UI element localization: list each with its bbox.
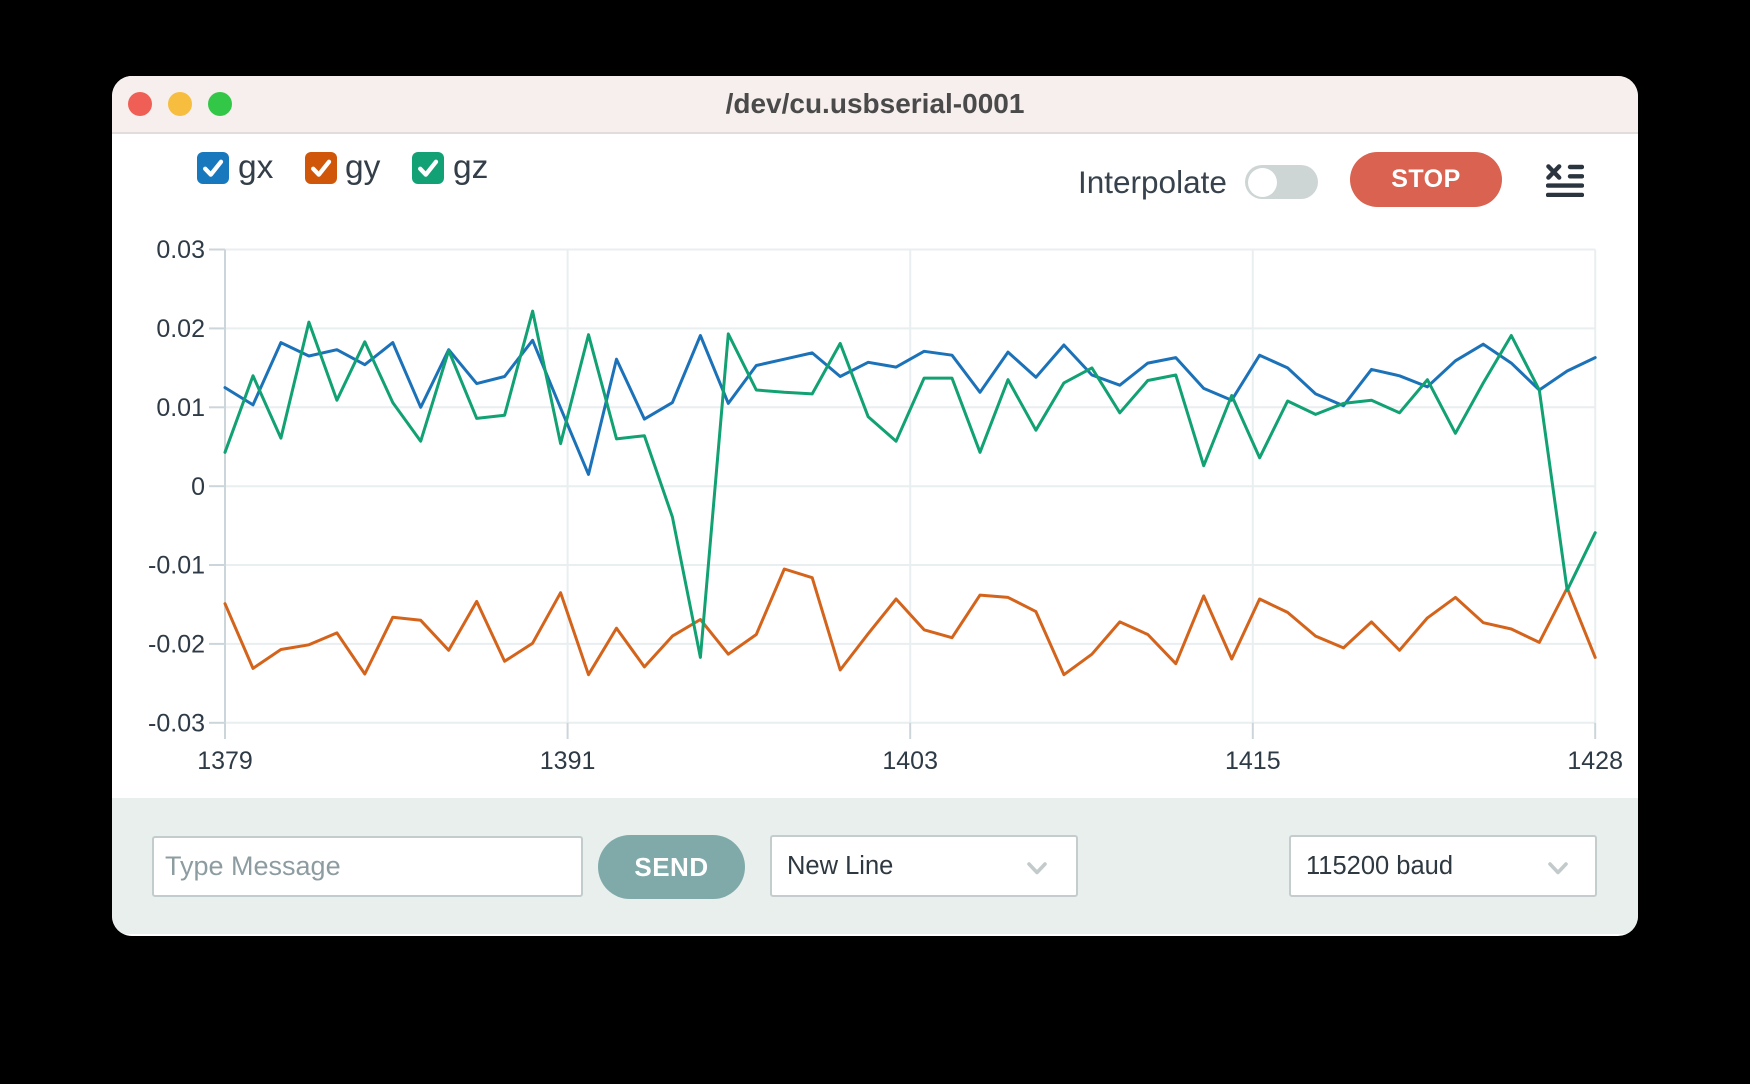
svg-text:1428: 1428 — [1567, 747, 1623, 775]
svg-text:0.02: 0.02 — [156, 315, 205, 343]
svg-text:-0.01: -0.01 — [148, 552, 205, 580]
svg-text:0: 0 — [191, 473, 205, 501]
svg-text:0.01: 0.01 — [156, 394, 205, 422]
svg-text:-0.03: -0.03 — [148, 710, 205, 738]
svg-text:0.03: 0.03 — [156, 236, 205, 264]
svg-text:-0.02: -0.02 — [148, 631, 205, 659]
svg-text:1415: 1415 — [1225, 747, 1281, 775]
svg-text:1403: 1403 — [882, 747, 938, 775]
svg-text:1391: 1391 — [540, 747, 596, 775]
svg-text:1379: 1379 — [197, 747, 253, 775]
